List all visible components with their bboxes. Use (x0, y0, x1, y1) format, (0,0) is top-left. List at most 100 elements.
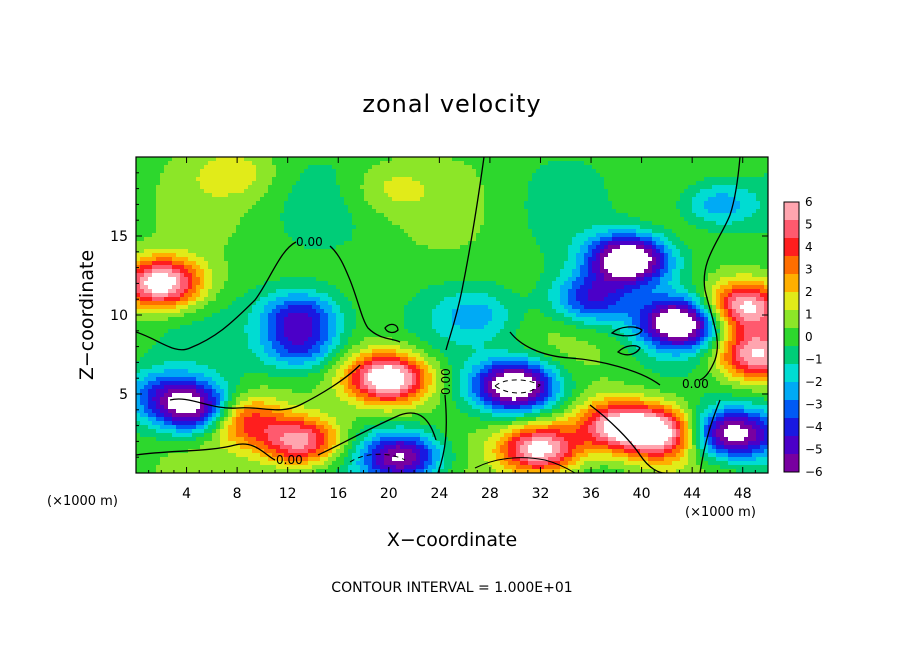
field-cell (452, 193, 457, 198)
field-cell (556, 249, 561, 254)
field-cell (428, 201, 433, 206)
field-cell (688, 245, 693, 250)
field-cell (176, 209, 181, 214)
field-cell (736, 213, 741, 218)
field-cell (176, 273, 181, 278)
field-cell (196, 237, 201, 242)
field-cell (188, 197, 193, 202)
field-cell (652, 181, 657, 186)
field-cell (760, 249, 765, 254)
field-cell (356, 265, 361, 270)
field-cell (664, 221, 669, 226)
field-cell (152, 197, 157, 202)
field-cell (148, 245, 153, 250)
field-cell (692, 237, 697, 242)
field-cell (232, 185, 237, 190)
field-cell (256, 277, 261, 282)
field-cell (172, 249, 177, 254)
field-cell (348, 265, 353, 270)
field-cell (708, 261, 713, 266)
field-cell (596, 265, 601, 270)
field-cell (252, 281, 257, 286)
field-cell (192, 205, 197, 210)
field-cell (232, 173, 237, 178)
field-cell (284, 185, 289, 190)
field-cell (292, 281, 297, 286)
field-cell (648, 209, 653, 214)
field-cell (592, 177, 597, 182)
field-cell (284, 165, 289, 170)
field-cell (416, 273, 421, 278)
field-cell (616, 221, 621, 226)
field-cell (372, 233, 377, 238)
field-cell (568, 209, 573, 214)
field-cell (480, 173, 485, 178)
field-cell (304, 169, 309, 174)
field-cell (384, 177, 389, 182)
field-cell (700, 209, 705, 214)
field-cell (604, 233, 609, 238)
field-cell (152, 205, 157, 210)
field-cell (748, 265, 753, 270)
field-cell (252, 197, 257, 202)
field-cell (360, 225, 365, 230)
field-cell (244, 277, 249, 282)
field-cell (496, 237, 501, 242)
field-cell (252, 181, 257, 186)
field-cell (428, 173, 433, 178)
field-cell (372, 201, 377, 206)
field-cell (760, 197, 765, 202)
field-cell (320, 261, 325, 266)
field-cell (272, 245, 277, 250)
field-cell (140, 233, 145, 238)
field-cell (664, 157, 669, 162)
field-cell (476, 273, 481, 278)
field-cell (524, 253, 529, 258)
field-cell (500, 269, 505, 274)
field-cell (616, 273, 621, 278)
field-cell (508, 181, 513, 186)
field-cell (244, 177, 249, 182)
field-cell (164, 257, 169, 262)
field-cell (668, 269, 673, 274)
field-cell (612, 189, 617, 194)
field-cell (564, 205, 569, 210)
field-cell (520, 265, 525, 270)
field-cell (388, 181, 393, 186)
field-cell (368, 249, 373, 254)
field-cell (660, 225, 665, 230)
field-cell (740, 169, 745, 174)
field-cell (708, 213, 713, 218)
field-cell (708, 157, 713, 162)
field-cell (188, 261, 193, 266)
field-cell (336, 261, 341, 266)
field-cell (264, 245, 269, 250)
field-cell (172, 241, 177, 246)
field-cell (624, 225, 629, 230)
field-cell (448, 241, 453, 246)
field-cell (748, 257, 753, 262)
field-cell (724, 233, 729, 238)
field-cell (660, 217, 665, 222)
field-cell (644, 221, 649, 226)
field-cell (292, 253, 297, 258)
field-cell (360, 165, 365, 170)
field-cell (508, 225, 513, 230)
field-cell (376, 161, 381, 166)
field-cell (640, 225, 645, 230)
field-cell (748, 225, 753, 230)
field-cell (260, 217, 265, 222)
field-cell (696, 185, 701, 190)
field-cell (548, 217, 553, 222)
field-cell (368, 169, 373, 174)
field-cell (244, 241, 249, 246)
field-cell (388, 165, 393, 170)
field-cell (648, 197, 653, 202)
field-cell (488, 277, 493, 282)
field-cell (212, 249, 217, 254)
field-cell (380, 161, 385, 166)
field-cell (500, 185, 505, 190)
field-cell (192, 189, 197, 194)
field-cell (328, 281, 333, 286)
field-cell (560, 189, 565, 194)
